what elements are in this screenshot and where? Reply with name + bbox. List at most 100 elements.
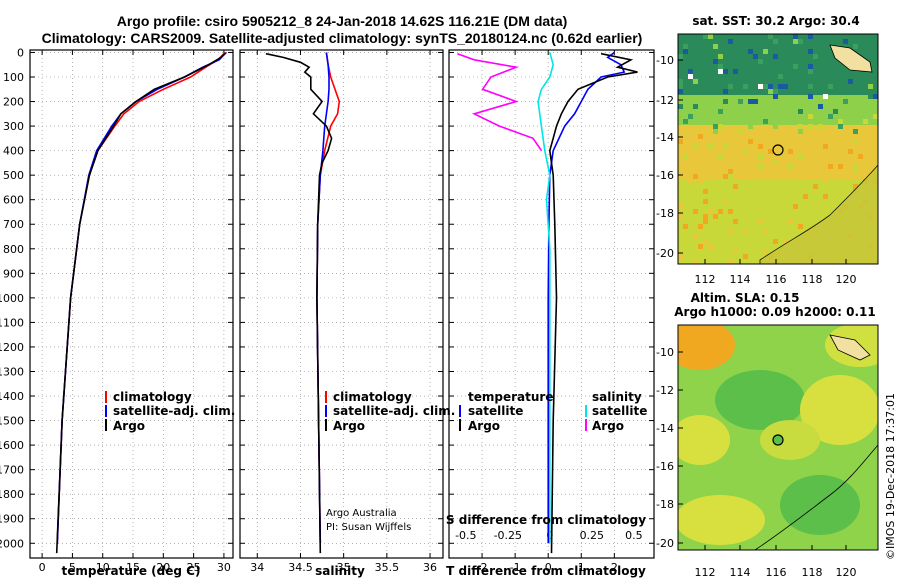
x-tick-label: -1 [510,561,521,574]
sst-pixel [723,99,728,104]
sst-pixel [778,84,783,89]
sst-pixel [768,89,773,94]
sst-pixel [683,224,688,229]
sst-pixel [853,139,858,144]
map-lat-tick-label: -10 [656,346,674,359]
sst-pixel [798,129,803,134]
sst-pixel [798,109,803,114]
title-line-1: Argo profile: csiro 5905212_8 24-Jan-201… [117,13,568,29]
s-diff-tick-label: -0.25 [494,529,522,542]
sst-argo-location [772,144,784,156]
sst-pixel [708,209,713,214]
sst-pixel [773,159,778,164]
depth-tick-label: 100 [3,71,24,84]
map-lat-tick-label: -14 [656,131,674,144]
sst-pixel [728,39,733,44]
difference-panel-frame [448,49,655,559]
sst-pixel [713,59,718,64]
sst-pixel [753,214,758,219]
sst-pixel [703,219,708,224]
difference-xlabel-2: S difference from climatology [446,513,646,527]
depth-tick-label: 500 [3,169,24,182]
map-lat-tick-label: -12 [656,384,674,397]
sst-pixel [838,139,843,144]
sst-pixel [743,84,748,89]
sst-pixel [873,94,878,99]
sst-pixel [853,129,858,134]
sst-pixel [693,79,698,84]
sst-pixel [683,154,688,159]
sst-pixel [693,44,698,49]
sst-pixel [693,219,698,224]
salinity-panel-frame [239,49,444,559]
sst-pixel [693,259,698,264]
sst-pixel [763,119,768,124]
sst-pixel [738,129,743,134]
sst-pixel [793,204,798,209]
depth-tick-label: 2000 [0,537,24,550]
sst-pixel [758,104,763,109]
diff-legend-temperature: temperature [468,390,553,404]
depth-tick-label: 1100 [0,316,24,329]
sst-pixel [763,84,768,89]
sst-pixel [718,64,723,69]
depth-tick-label: 1600 [0,439,24,452]
sst-pixel [723,174,728,179]
sst-pixel [683,44,688,49]
sst-pixel [863,119,868,124]
sst-pixel [828,39,833,44]
map-lon-tick-label: 120 [836,273,857,286]
diff-legend-t-satellite: satellite [468,404,523,418]
sst-pixel [848,149,853,154]
sst-pixel [718,109,723,114]
difference-series [457,51,638,554]
sst-pixel [798,124,803,129]
sst-pixel [733,144,738,149]
sst-map-title: sat. SST: 30.2 Argo: 30.4 [692,14,859,28]
sst-pixel [728,169,733,174]
diff-legend-salinity: salinity [592,390,642,404]
sst-pixel [683,79,688,84]
annotation-pi: PI: Susan Wijffels [326,522,411,533]
depth-tick-label: 200 [3,96,24,109]
sst-pixel [723,134,728,139]
sst-pixel [713,189,718,194]
sst-pixel [688,114,693,119]
grid-lines [30,50,654,558]
sst-pixel [803,194,808,199]
sst-pixel [768,34,773,39]
sst-pixel [808,34,813,39]
map-axes: 112 112 114 114 116 116 118 118 120 120 -10 -10 -12 -… [656,54,856,579]
sst-pixel [698,224,703,229]
sst-pixel [748,49,753,54]
sst-pixel [713,149,718,154]
sst-pixel [808,64,813,69]
sst-pixel [843,39,848,44]
sst-pixel [748,99,753,104]
axis-ticks: 0 5 10 15 20 25 30 34 34.5 35 35.5 36 -2 -1 0 1 2 -0.5 -0.… [30,50,654,574]
depth-tick-label: 900 [3,267,24,280]
sst-pixel [723,224,728,229]
sst-pixel [808,114,813,119]
x-tick-label: 2 [611,561,618,574]
sst-pixel [858,114,863,119]
sst-pixel [838,164,843,169]
sla-map [678,325,878,550]
sst-pixel [773,94,778,99]
sst-pixel [693,234,698,239]
sst-pixel [823,179,828,184]
sst-pixel [853,44,858,49]
sst-pixel [748,139,753,144]
sst-pixel [828,164,833,169]
sst-pixel [833,194,838,199]
sst-pixel [773,39,778,44]
sst-map [678,34,878,264]
sst-pixel [743,229,748,234]
diff-salinity-satellite-line [537,52,555,544]
sst-pixel [713,214,718,219]
imos-credit: ©IMOS 19-Dec-2018 17:37:01 [884,393,897,560]
sst-pixel [698,89,703,94]
sst-pixel [823,194,828,199]
sst-pixel [843,74,848,79]
depth-tick-label: 1300 [0,365,24,378]
